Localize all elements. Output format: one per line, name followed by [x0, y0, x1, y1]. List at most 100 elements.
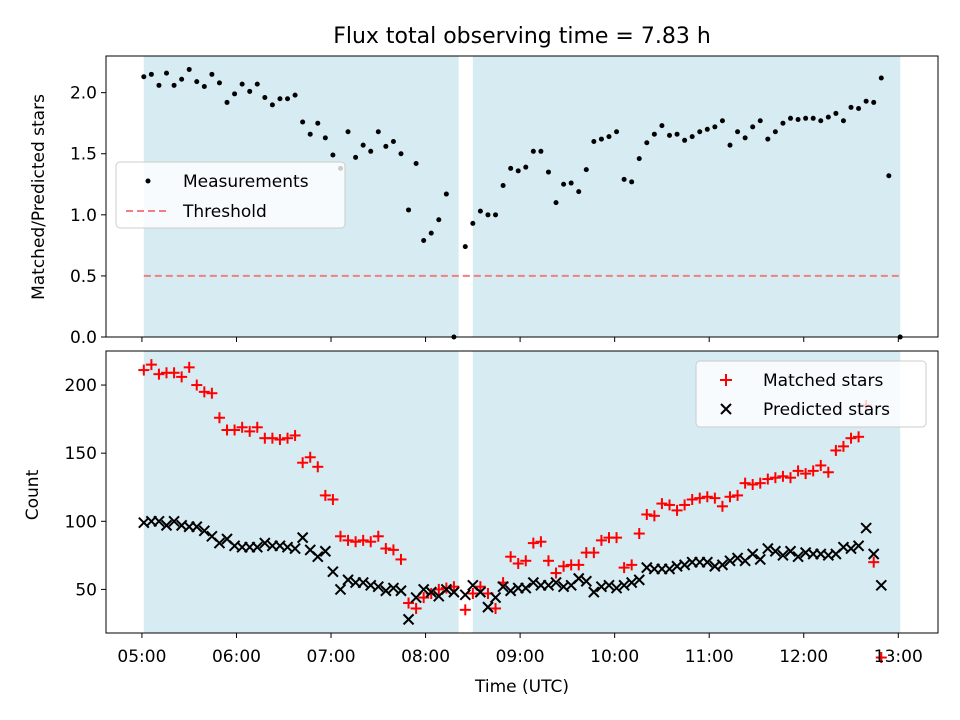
measurement-point — [436, 217, 442, 223]
x-tick-label: 13:00 — [874, 647, 923, 667]
top-panel: 0.0 0.5 1.0 1.5 2.0 Flux total observing tim… — [29, 24, 939, 348]
matched-star-point — [334, 530, 346, 542]
x-tick-label: 05:00 — [117, 647, 166, 667]
predicted-star-point — [678, 559, 691, 571]
measurement-point — [871, 99, 877, 105]
predicted-star-point — [153, 515, 165, 527]
matched-star-point — [266, 432, 278, 444]
matched-star-point — [573, 559, 585, 571]
predicted-star-point — [327, 565, 339, 578]
measurement-point — [485, 212, 491, 218]
matched-star-point — [213, 412, 225, 424]
matched-star-point — [520, 555, 532, 567]
matched-star-point — [709, 492, 721, 504]
matched-star-point — [342, 534, 354, 546]
measurement-point — [598, 136, 604, 142]
measurement-point — [803, 115, 809, 121]
measurement-point — [682, 137, 688, 143]
matched-star-point — [183, 361, 195, 373]
predicted-star-point — [550, 576, 562, 589]
matched-star-point — [350, 536, 362, 548]
predicted-star-point — [504, 585, 517, 597]
x-tick-label: 08:00 — [401, 647, 450, 667]
matched-star-point — [236, 421, 248, 433]
matched-star-point — [357, 534, 369, 546]
matched-star-point — [785, 472, 797, 484]
bottom-y-tick-label: 100 — [65, 512, 97, 532]
measurement-point — [576, 189, 582, 195]
matched-star-point — [418, 592, 430, 604]
matched-star-point — [410, 602, 422, 614]
measurement-point — [194, 79, 200, 85]
bottom-panel-frame — [105, 350, 939, 634]
measurement-point — [262, 95, 268, 101]
legend-measurements-label: Measurements — [183, 172, 309, 192]
matched-star-point — [168, 367, 180, 379]
predicted-star-point — [459, 589, 471, 601]
measurement-point — [666, 132, 672, 138]
measurement-point — [375, 129, 381, 135]
predicted-star-point — [784, 545, 797, 557]
predicted-star-point — [334, 583, 347, 596]
measurement-point — [515, 168, 521, 174]
predicted-star-point — [860, 522, 872, 534]
measurement-point — [307, 131, 313, 137]
predicted-star-point — [716, 559, 729, 571]
matched-star-point — [626, 559, 638, 571]
predicted-star-point — [319, 545, 332, 557]
legend-measurements-marker — [145, 178, 151, 184]
matched-star-point — [716, 500, 728, 512]
bottom-y-axis-ticks: 50 100 150 200 — [65, 376, 106, 600]
matched-star-point — [229, 424, 241, 436]
predicted-star-point — [754, 553, 766, 566]
matched-star-point — [244, 425, 256, 437]
bottom-y-axis-label: Count — [23, 469, 43, 520]
matched-star-point — [153, 368, 165, 380]
x-tick-label: 11:00 — [685, 647, 734, 667]
matched-star-point — [145, 359, 157, 371]
matched-star-point — [618, 562, 630, 574]
matched-star-point — [550, 567, 562, 579]
measurement-point — [795, 117, 801, 123]
predicted-star-point — [542, 579, 555, 592]
top-y-tick-label: 1.0 — [70, 206, 97, 226]
matched-star-point — [679, 499, 691, 511]
matched-star-point — [815, 459, 827, 471]
predicted-star-point — [474, 586, 487, 598]
measurement-point — [651, 131, 657, 137]
measurement-point — [735, 129, 741, 135]
top-x-axis-ticks — [141, 337, 899, 342]
matched-star-point — [387, 544, 399, 556]
bottom-y-tick-label: 150 — [65, 444, 97, 464]
top-y-axis-label: Matched/Predicted stars — [29, 94, 49, 300]
predicted-star-point — [868, 548, 880, 560]
matched-star-point — [701, 491, 713, 503]
predicted-star-point — [777, 549, 789, 562]
predicted-star-point — [497, 580, 509, 593]
measurement-point — [493, 212, 499, 218]
matched-star-point — [459, 604, 471, 616]
predicted-star-point — [762, 542, 774, 555]
matched-star-point — [663, 499, 675, 511]
predicted-star-point — [618, 579, 630, 592]
predicted-star-point — [875, 579, 887, 592]
legend-predicted-label: Predicted stars — [763, 400, 890, 420]
predicted-star-point — [191, 521, 203, 533]
measurement-point — [780, 120, 786, 126]
matched-star-point — [505, 551, 517, 563]
measurement-point — [247, 88, 253, 94]
predicted-stars-series — [138, 515, 887, 626]
measurement-point — [659, 123, 665, 129]
matched-star-point — [512, 558, 524, 570]
measurement-point — [390, 139, 396, 145]
matched-star-point — [206, 387, 218, 399]
predicted-star-point — [625, 576, 638, 589]
measurement-point — [833, 110, 839, 116]
matched-star-point — [800, 468, 812, 480]
measurement-point — [428, 230, 434, 236]
measurement-point — [583, 167, 589, 173]
matched-star-point — [868, 556, 880, 568]
measurement-point — [878, 75, 884, 81]
measurements-series — [141, 66, 903, 340]
predicted-star-point — [395, 585, 407, 597]
